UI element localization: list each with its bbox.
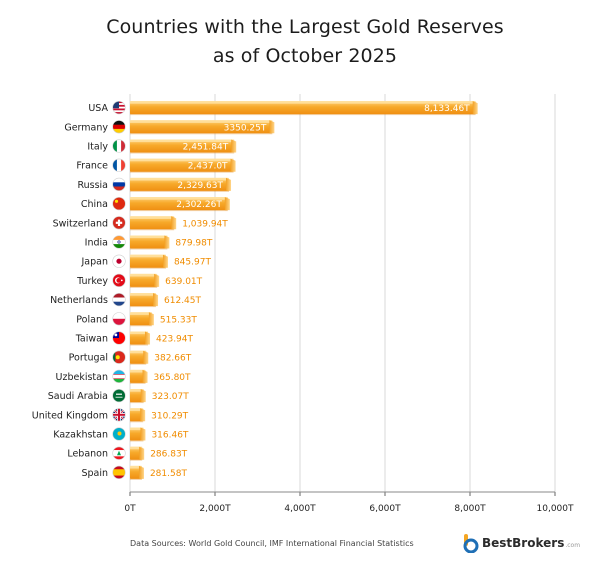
country-label: Saudi Arabia <box>48 391 108 402</box>
country-label: Germany <box>64 122 108 133</box>
taiwan-flag-icon <box>112 331 126 345</box>
country-label: Italy <box>87 142 108 153</box>
country-label: Japan <box>81 257 109 268</box>
turkey-flag-icon <box>112 273 126 288</box>
country-label: Portugal <box>69 353 108 364</box>
bar <box>130 293 159 308</box>
bar <box>130 197 230 212</box>
country-label: Kazakhstan <box>53 430 108 441</box>
bar <box>130 216 177 231</box>
country-label: India <box>85 238 108 249</box>
bar <box>130 139 237 154</box>
bar <box>130 120 275 135</box>
bar <box>130 369 148 384</box>
chart-title-line1: Countries with the Largest Gold Reserves <box>106 16 504 38</box>
value-label: 365.80T <box>154 373 191 383</box>
bar <box>130 158 236 173</box>
country-label: Uzbekistan <box>56 372 108 383</box>
value-label: 382.66T <box>154 354 191 364</box>
brand-name: BestBrokers <box>482 536 565 550</box>
kazakhstan-flag-icon <box>112 427 126 441</box>
netherlands-flag-icon <box>112 293 126 307</box>
bar <box>130 254 168 269</box>
united-kingdom-flag-icon <box>112 408 126 422</box>
bar <box>130 427 146 442</box>
bar <box>130 389 146 404</box>
brand-logo[interactable]: BestBrokers .com <box>463 533 580 553</box>
bar <box>130 177 232 192</box>
russia-flag-icon <box>112 177 126 191</box>
x-tick-label: 10,000T <box>537 504 574 514</box>
value-label: 879.98T <box>175 239 212 249</box>
x-tick-label: 6,000T <box>369 504 401 514</box>
value-label: 2,451.84T <box>183 143 229 153</box>
value-label: 639.01T <box>165 277 202 287</box>
saudi-arabia-flag-icon <box>112 389 126 403</box>
germany-flag-icon <box>112 120 126 134</box>
value-label: 515.33T <box>160 315 197 325</box>
country-label: China <box>81 199 108 210</box>
x-tick-label: 2,000T <box>199 504 231 514</box>
value-label: 2,302.26T <box>176 200 222 210</box>
value-label: 2,329.63T <box>177 181 223 191</box>
bar <box>130 446 145 461</box>
usa-flag-icon <box>112 100 126 115</box>
india-flag-icon <box>112 235 126 249</box>
uzbekistan-flag-icon <box>112 369 126 384</box>
value-label: 323.07T <box>152 392 189 402</box>
portugal-flag-icon <box>112 350 126 364</box>
bar <box>130 465 144 480</box>
lebanon-flag-icon <box>112 446 126 460</box>
bar <box>130 350 149 365</box>
value-label: 612.45T <box>164 296 201 306</box>
value-label: 1,039.94T <box>182 219 228 229</box>
country-label: United Kingdom <box>32 410 108 421</box>
x-tick-label: 8,000T <box>454 504 486 514</box>
data-source-note: Data Sources: World Gold Council, IMF In… <box>130 539 414 548</box>
country-label: Russia <box>77 180 108 191</box>
spain-flag-icon <box>112 465 126 480</box>
country-label: France <box>76 161 108 172</box>
bestbrokers-logo-icon <box>463 534 479 553</box>
poland-flag-icon <box>112 312 126 326</box>
x-tick-label: 0T <box>124 504 136 514</box>
country-label: Turkey <box>76 276 108 287</box>
value-label: 3350.25T <box>224 123 267 133</box>
france-flag-icon <box>112 158 126 172</box>
italy-flag-icon <box>112 139 126 153</box>
bar <box>130 408 146 423</box>
country-label: Poland <box>76 314 108 325</box>
chart-title-line2: as of October 2025 <box>212 45 398 67</box>
brand-tld: .com <box>565 541 581 549</box>
bar <box>130 101 478 116</box>
value-label: 316.46T <box>151 431 188 441</box>
bar <box>130 312 154 327</box>
value-label: 423.94T <box>156 335 193 345</box>
switzerland-flag-icon <box>112 216 126 230</box>
bar <box>130 235 170 250</box>
country-label: Taiwan <box>75 334 108 345</box>
x-tick-label: 4,000T <box>284 504 316 514</box>
china-flag-icon <box>112 197 126 211</box>
country-label: Netherlands <box>50 295 108 306</box>
country-label: Lebanon <box>67 449 108 460</box>
value-label: 8,133.46T <box>424 104 470 114</box>
bar <box>130 331 151 346</box>
value-label: 310.29T <box>151 411 188 421</box>
country-label: Spain <box>81 468 108 479</box>
value-label: 286.83T <box>150 450 187 460</box>
bar <box>130 273 160 288</box>
value-label: 845.97T <box>174 258 211 268</box>
country-label: USA <box>88 103 108 114</box>
japan-flag-icon <box>112 254 126 268</box>
country-label: Switzerland <box>53 218 108 229</box>
value-label: 281.58T <box>150 469 187 479</box>
value-label: 2,437.0T <box>188 162 228 172</box>
